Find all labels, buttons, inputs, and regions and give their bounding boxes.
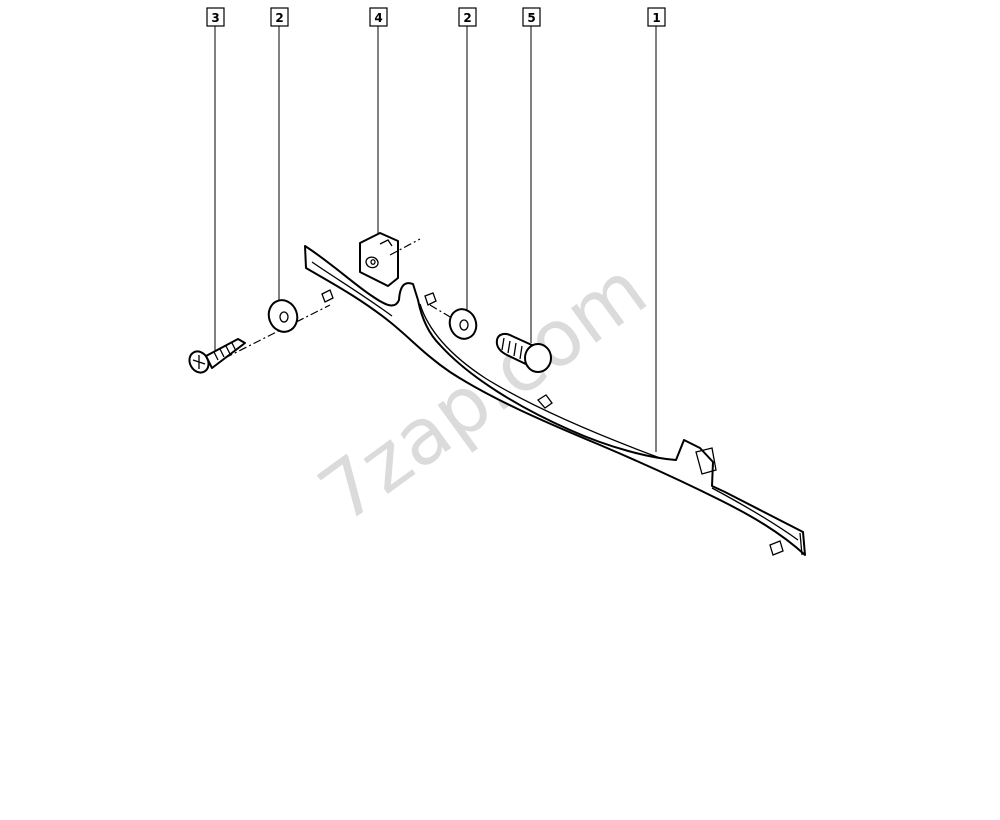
washer-right — [448, 308, 478, 340]
callout-4: 4 — [369, 7, 388, 27]
clip-nut — [359, 232, 399, 287]
washer-left — [267, 299, 299, 333]
screw — [188, 338, 246, 374]
callout-2-right-label: 2 — [463, 11, 471, 25]
callout-5-label: 5 — [527, 11, 535, 25]
callout-2-left-label: 2 — [275, 11, 283, 25]
axis-line-left — [224, 304, 331, 359]
push-pin — [495, 332, 552, 373]
callout-5: 5 — [522, 7, 541, 27]
callout-2-right: 2 — [458, 7, 477, 27]
callout-1-label: 1 — [652, 11, 660, 25]
callout-3: 3 — [206, 7, 225, 27]
callout-1: 1 — [647, 7, 666, 27]
callout-3-label: 3 — [211, 11, 219, 25]
axis-line-right — [429, 304, 463, 325]
trim-strip — [304, 245, 806, 556]
callout-4-label: 4 — [374, 11, 382, 25]
callout-2-left: 2 — [270, 7, 289, 27]
axis-line-top — [389, 238, 421, 256]
